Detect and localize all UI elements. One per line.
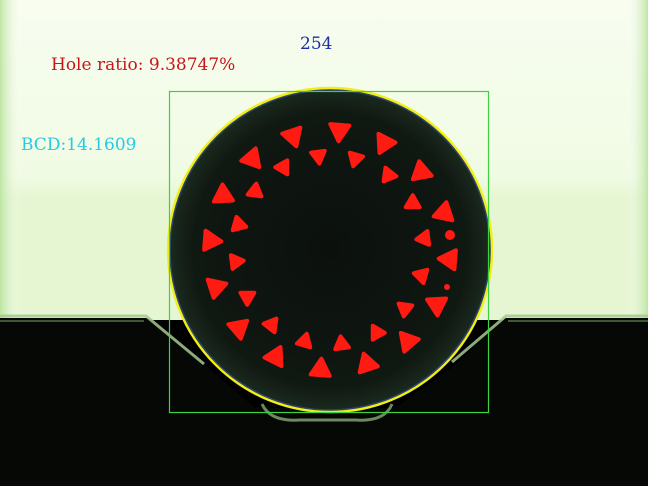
hole-marker: [262, 345, 284, 369]
hole-marker: [245, 181, 264, 199]
hole-marker: [205, 277, 229, 300]
hole-marker: [425, 296, 449, 318]
hole-marker: [436, 248, 458, 272]
hole-marker: [230, 214, 249, 233]
hole-marker: [309, 148, 327, 166]
bcd-value: 14.1609: [66, 135, 137, 155]
hole-markers: [202, 122, 458, 378]
hole-count: 254: [300, 34, 333, 54]
v-groove-holder: [0, 318, 648, 486]
hole-marker: [357, 351, 380, 375]
hole-marker: [398, 330, 421, 354]
bottom-reflection: [260, 403, 394, 422]
hole-marker: [396, 301, 415, 319]
hole-marker: [202, 228, 224, 252]
hole-marker: [228, 253, 246, 271]
hole-ratio-readout: Hole ratio: 9.38747%: [51, 55, 235, 75]
hole-marker: [308, 356, 332, 378]
hole-marker: [347, 150, 366, 169]
hole-marker: [238, 290, 257, 307]
bcd-label: BCD:: [21, 135, 67, 155]
bcd-readout: BCD:14.1609: [21, 135, 137, 155]
groove-edge-highlight: [0, 314, 648, 366]
hole-marker: [261, 316, 279, 335]
hole-marker: [211, 182, 235, 204]
hole-marker: [273, 158, 290, 177]
hole-ratio-label: Hole ratio:: [51, 55, 144, 75]
hole-marker: [328, 122, 352, 144]
hole-marker: [444, 284, 450, 290]
hole-marker: [445, 230, 455, 240]
hole-marker: [381, 165, 399, 184]
hole-marker: [333, 334, 351, 352]
hole-marker: [376, 131, 398, 155]
hole-marker: [294, 331, 313, 350]
hole-marker: [411, 267, 430, 286]
left-glow: [0, 0, 22, 320]
right-glow: [626, 0, 648, 320]
hole-marker: [280, 125, 303, 149]
hole-marker: [226, 318, 250, 341]
hole-marker: [239, 146, 262, 170]
hole-marker: [414, 229, 432, 247]
hole-ratio-value: 9.38747%: [148, 55, 236, 75]
hole-marker: [431, 200, 455, 223]
hole-marker: [410, 159, 434, 182]
hole-marker: [403, 193, 422, 210]
hole-marker: [370, 323, 387, 342]
fiber-face: [169, 89, 491, 411]
bounding-box: [168, 90, 490, 414]
